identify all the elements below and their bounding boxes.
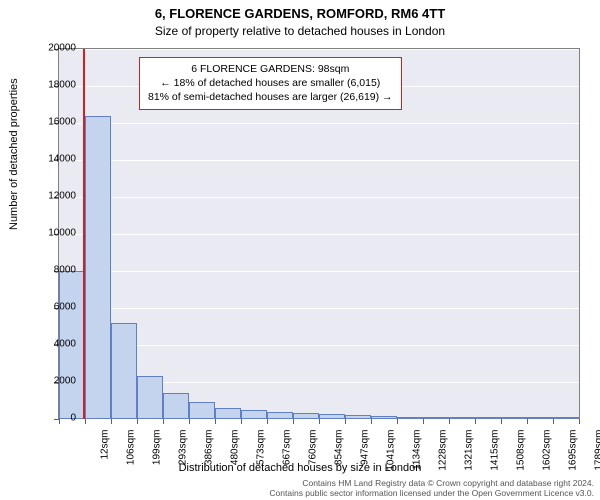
x-tick-mark [189,419,190,424]
histogram-bar [553,417,579,419]
histogram-bar [423,417,449,419]
annotation-line: ← 18% of detached houses are smaller (6,… [148,76,393,90]
x-tick-label: 293sqm [178,430,189,480]
y-tick-label: 8000 [36,265,76,276]
histogram-bar [267,412,293,419]
x-tick-label: 1041sqm [386,430,397,480]
footer-attribution: Contains HM Land Registry data © Crown c… [0,478,594,498]
histogram-bar [319,414,345,419]
x-tick-label: 12sqm [100,430,111,480]
x-tick-label: 573sqm [256,430,267,480]
x-tick-label: 854sqm [334,430,345,480]
histogram-bar [215,408,241,419]
gridline [59,271,579,272]
x-tick-mark [475,419,476,424]
y-tick-label: 10000 [36,228,76,239]
chart-title: 6, FLORENCE GARDENS, ROMFORD, RM6 4TT [0,6,600,21]
footer-line-1: Contains HM Land Registry data © Crown c… [0,478,594,488]
histogram-bar [475,417,501,419]
x-tick-mark [553,419,554,424]
x-tick-label: 947sqm [360,430,371,480]
property-marker-line [83,49,85,419]
x-tick-mark [501,419,502,424]
x-tick-mark [111,419,112,424]
x-tick-label: 1602sqm [542,430,553,480]
y-tick-label: 12000 [36,191,76,202]
chart-subtitle: Size of property relative to detached ho… [0,24,600,38]
histogram-bar [397,417,423,419]
histogram-bar [371,416,397,419]
histogram-bar [163,393,189,419]
y-tick-label: 18000 [36,80,76,91]
x-tick-mark [293,419,294,424]
x-tick-mark [85,419,86,424]
x-tick-mark [397,419,398,424]
annotation-box: 6 FLORENCE GARDENS: 98sqm← 18% of detach… [139,57,402,110]
y-tick-label: 2000 [36,376,76,387]
annotation-line: 81% of semi-detached houses are larger (… [148,90,393,104]
x-tick-mark [241,419,242,424]
x-tick-label: 386sqm [204,430,215,480]
x-tick-label: 1789sqm [594,430,600,480]
histogram-bar [241,410,267,419]
x-tick-label: 480sqm [230,430,241,480]
gridline [59,49,579,50]
x-tick-label: 1134sqm [412,430,423,480]
y-tick-label: 4000 [36,339,76,350]
x-tick-mark [215,419,216,424]
y-tick-label: 20000 [36,43,76,54]
x-tick-label: 106sqm [126,430,137,480]
y-axis-label: Number of detached properties [8,78,20,230]
x-tick-mark [449,419,450,424]
y-tick-label: 16000 [36,117,76,128]
footer-line-2: Contains public sector information licen… [0,488,594,498]
x-tick-mark [527,419,528,424]
histogram-bar [527,417,553,419]
plot-area: 6 FLORENCE GARDENS: 98sqm← 18% of detach… [58,48,580,420]
gridline [59,123,579,124]
chart-container: 6, FLORENCE GARDENS, ROMFORD, RM6 4TT Si… [0,0,600,500]
x-tick-label: 667sqm [282,430,293,480]
gridline [59,160,579,161]
x-tick-mark [137,419,138,424]
annotation-line: 6 FLORENCE GARDENS: 98sqm [148,62,393,76]
x-tick-label: 1415sqm [490,430,501,480]
histogram-bar [449,417,475,419]
y-tick-label: 6000 [36,302,76,313]
histogram-bar [111,323,137,419]
y-tick-label: 0 [36,413,76,424]
x-tick-label: 1321sqm [464,430,475,480]
gridline [59,197,579,198]
x-tick-label: 1228sqm [438,430,449,480]
y-tick-label: 14000 [36,154,76,165]
histogram-bar [345,415,371,419]
x-tick-mark [319,419,320,424]
gridline [59,345,579,346]
x-tick-mark [371,419,372,424]
histogram-bar [85,116,111,419]
x-tick-mark [345,419,346,424]
histogram-bar [189,402,215,419]
x-tick-mark [267,419,268,424]
x-tick-label: 760sqm [308,430,319,480]
x-tick-mark [423,419,424,424]
gridline [59,308,579,309]
x-tick-label: 199sqm [152,430,163,480]
histogram-bar [137,376,163,419]
x-tick-label: 1508sqm [516,430,527,480]
x-tick-label: 1695sqm [568,430,579,480]
histogram-bar [293,413,319,419]
x-tick-mark [579,419,580,424]
histogram-bar [501,417,527,419]
x-axis-label: Distribution of detached houses by size … [0,462,600,474]
gridline [59,234,579,235]
x-tick-mark [163,419,164,424]
